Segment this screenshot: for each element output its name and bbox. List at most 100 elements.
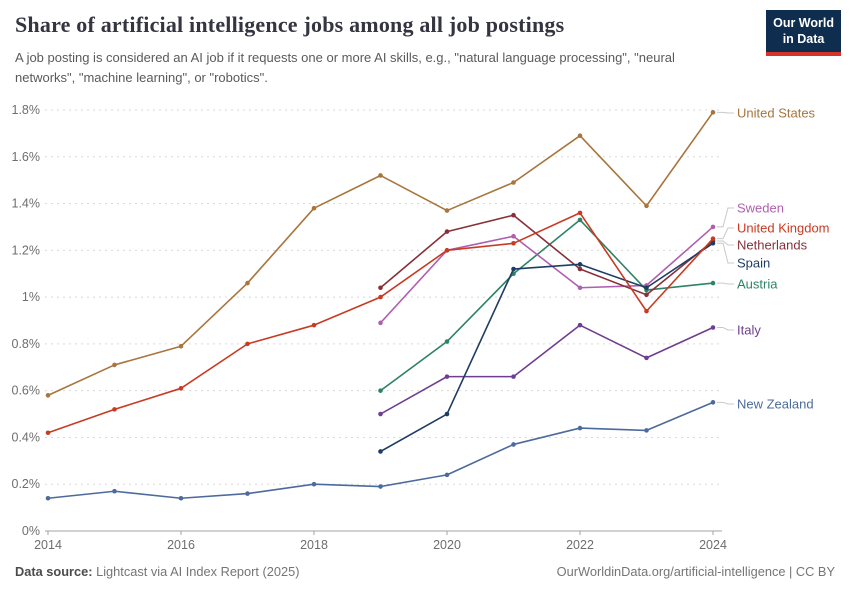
series-label-new-zealand[interactable]: New Zealand bbox=[737, 397, 814, 412]
series-path-italy bbox=[379, 324, 714, 415]
chart-header: Share of artificial intelligence jobs am… bbox=[15, 12, 765, 87]
label-connector-austria bbox=[717, 282, 734, 285]
owid-logo[interactable]: Our World in Data bbox=[766, 10, 841, 57]
data-point-spain-2022[interactable] bbox=[577, 262, 583, 267]
data-point-spain-2024[interactable] bbox=[710, 241, 716, 246]
data-point-netherlands-2021[interactable] bbox=[511, 212, 516, 218]
data-point-united-kingdom-2022[interactable] bbox=[577, 210, 583, 216]
y-axis-tick-label: 1.4% bbox=[12, 197, 41, 211]
data-point-sweden-2021[interactable] bbox=[511, 233, 516, 239]
label-connector-italy bbox=[717, 327, 734, 331]
series-label-united-states[interactable]: United States bbox=[737, 106, 816, 121]
data-point-italy-2019[interactable] bbox=[378, 411, 383, 417]
data-point-netherlands-2020[interactable] bbox=[444, 229, 450, 234]
series-line-austria[interactable] bbox=[378, 217, 716, 393]
series-path-spain bbox=[379, 242, 714, 453]
data-point-united-states-2022[interactable] bbox=[577, 133, 583, 139]
y-axis-tick-label: 1% bbox=[22, 290, 40, 304]
y-axis-tick-label: 0.4% bbox=[12, 430, 41, 444]
series-label-spain[interactable]: Spain bbox=[737, 256, 770, 271]
data-source-value: Lightcast via AI Index Report (2025) bbox=[92, 564, 300, 579]
series-line-spain[interactable] bbox=[378, 241, 716, 454]
data-point-united-states-2018[interactable] bbox=[311, 205, 317, 211]
series-line-italy[interactable] bbox=[378, 322, 716, 417]
data-source: Data source: Lightcast via AI Index Repo… bbox=[15, 564, 300, 579]
data-point-italy-2021[interactable] bbox=[511, 374, 516, 379]
data-point-united-kingdom-2014[interactable] bbox=[45, 430, 51, 436]
owid-logo-line1: Our World bbox=[773, 16, 834, 30]
data-point-united-states-2015[interactable] bbox=[112, 362, 117, 368]
chart-subtitle: A job posting is considered an AI job if… bbox=[15, 50, 675, 85]
data-point-new-zealand-2021[interactable] bbox=[511, 442, 516, 447]
data-point-united-states-2017[interactable] bbox=[245, 280, 250, 286]
data-point-united-states-2021[interactable] bbox=[511, 180, 516, 185]
data-point-new-zealand-2020[interactable] bbox=[444, 472, 450, 478]
data-point-spain-2021[interactable] bbox=[511, 266, 516, 272]
page-title: Share of artificial intelligence jobs am… bbox=[15, 12, 565, 37]
y-axis-tick-label: 0.8% bbox=[12, 337, 41, 351]
data-point-united-kingdom-2018[interactable] bbox=[311, 322, 317, 328]
data-point-united-states-2024[interactable] bbox=[710, 110, 716, 115]
data-point-spain-2019[interactable] bbox=[378, 449, 383, 454]
data-point-austria-2024[interactable] bbox=[710, 280, 716, 286]
series-label-austria[interactable]: Austria bbox=[737, 277, 778, 292]
data-point-new-zealand-2023[interactable] bbox=[644, 428, 649, 433]
data-point-united-states-2014[interactable] bbox=[45, 393, 51, 398]
data-point-sweden-2024[interactable] bbox=[710, 224, 716, 230]
series-line-united-states[interactable] bbox=[45, 110, 716, 398]
data-point-new-zealand-2018[interactable] bbox=[311, 481, 317, 487]
data-point-austria-2020[interactable] bbox=[444, 339, 450, 344]
data-point-united-states-2020[interactable] bbox=[444, 208, 450, 213]
chart-footer: Data source: Lightcast via AI Index Repo… bbox=[15, 564, 835, 579]
data-point-spain-2023[interactable] bbox=[644, 285, 649, 291]
data-point-netherlands-2022[interactable] bbox=[577, 266, 583, 272]
data-point-new-zealand-2016[interactable] bbox=[178, 495, 184, 501]
data-point-united-kingdom-2015[interactable] bbox=[112, 407, 117, 412]
data-point-united-states-2019[interactable] bbox=[378, 173, 383, 178]
data-point-united-states-2016[interactable] bbox=[178, 343, 184, 349]
data-point-italy-2023[interactable] bbox=[644, 355, 649, 361]
y-axis-tick-label: 0% bbox=[22, 524, 40, 538]
data-point-austria-2019[interactable] bbox=[378, 388, 383, 393]
data-point-new-zealand-2017[interactable] bbox=[245, 491, 250, 496]
data-point-united-kingdom-2021[interactable] bbox=[511, 241, 516, 246]
data-point-sweden-2022[interactable] bbox=[577, 285, 583, 291]
y-axis-tick-label: 1.6% bbox=[12, 150, 41, 164]
label-connector-sweden bbox=[717, 207, 734, 228]
data-point-italy-2020[interactable] bbox=[444, 374, 450, 379]
x-axis-tick-label: 2022 bbox=[566, 538, 594, 552]
series-label-sweden[interactable]: Sweden bbox=[737, 201, 784, 216]
data-point-new-zealand-2024[interactable] bbox=[710, 400, 716, 405]
series-line-netherlands[interactable] bbox=[378, 212, 716, 298]
series-line-new-zealand[interactable] bbox=[45, 400, 716, 501]
series-label-united-kingdom[interactable]: United Kingdom bbox=[737, 221, 830, 236]
data-point-sweden-2019[interactable] bbox=[378, 320, 383, 326]
data-point-spain-2020[interactable] bbox=[444, 411, 450, 417]
x-axis-tick-label: 2020 bbox=[433, 538, 461, 552]
data-point-italy-2024[interactable] bbox=[710, 325, 716, 330]
series-line-united-kingdom[interactable] bbox=[45, 210, 716, 436]
label-connector-netherlands bbox=[717, 240, 734, 246]
data-point-italy-2022[interactable] bbox=[577, 322, 583, 328]
data-point-new-zealand-2022[interactable] bbox=[577, 425, 583, 431]
data-point-united-kingdom-2024[interactable] bbox=[710, 236, 716, 241]
data-point-united-kingdom-2020[interactable] bbox=[444, 248, 450, 253]
data-point-austria-2022[interactable] bbox=[577, 217, 583, 223]
x-axis-tick-label: 2018 bbox=[300, 538, 328, 552]
series-label-italy[interactable]: Italy bbox=[737, 323, 761, 338]
data-point-netherlands-2019[interactable] bbox=[378, 285, 383, 291]
data-point-new-zealand-2019[interactable] bbox=[378, 484, 383, 489]
data-point-united-kingdom-2019[interactable] bbox=[378, 294, 383, 300]
line-chart[interactable]: 0% 0.2% 0.4% 0.6% 0.8% 1% 1.2% 1.4% 1.6% 1.8% 2014… bbox=[0, 0, 850, 558]
data-point-new-zealand-2015[interactable] bbox=[112, 488, 117, 494]
data-point-new-zealand-2014[interactable] bbox=[45, 495, 51, 501]
series-label-netherlands[interactable]: Netherlands bbox=[737, 238, 808, 253]
data-point-united-kingdom-2023[interactable] bbox=[644, 308, 649, 314]
data-point-netherlands-2023[interactable] bbox=[644, 292, 649, 298]
y-axis-tick-label: 0.6% bbox=[12, 384, 41, 398]
data-point-united-kingdom-2017[interactable] bbox=[245, 341, 250, 347]
data-point-united-states-2023[interactable] bbox=[644, 203, 649, 209]
data-point-united-kingdom-2016[interactable] bbox=[178, 386, 184, 391]
y-axis-tick-label: 1.2% bbox=[12, 243, 41, 257]
owid-url-link[interactable]: OurWorldinData.org/artificial-intelligen… bbox=[556, 564, 835, 579]
